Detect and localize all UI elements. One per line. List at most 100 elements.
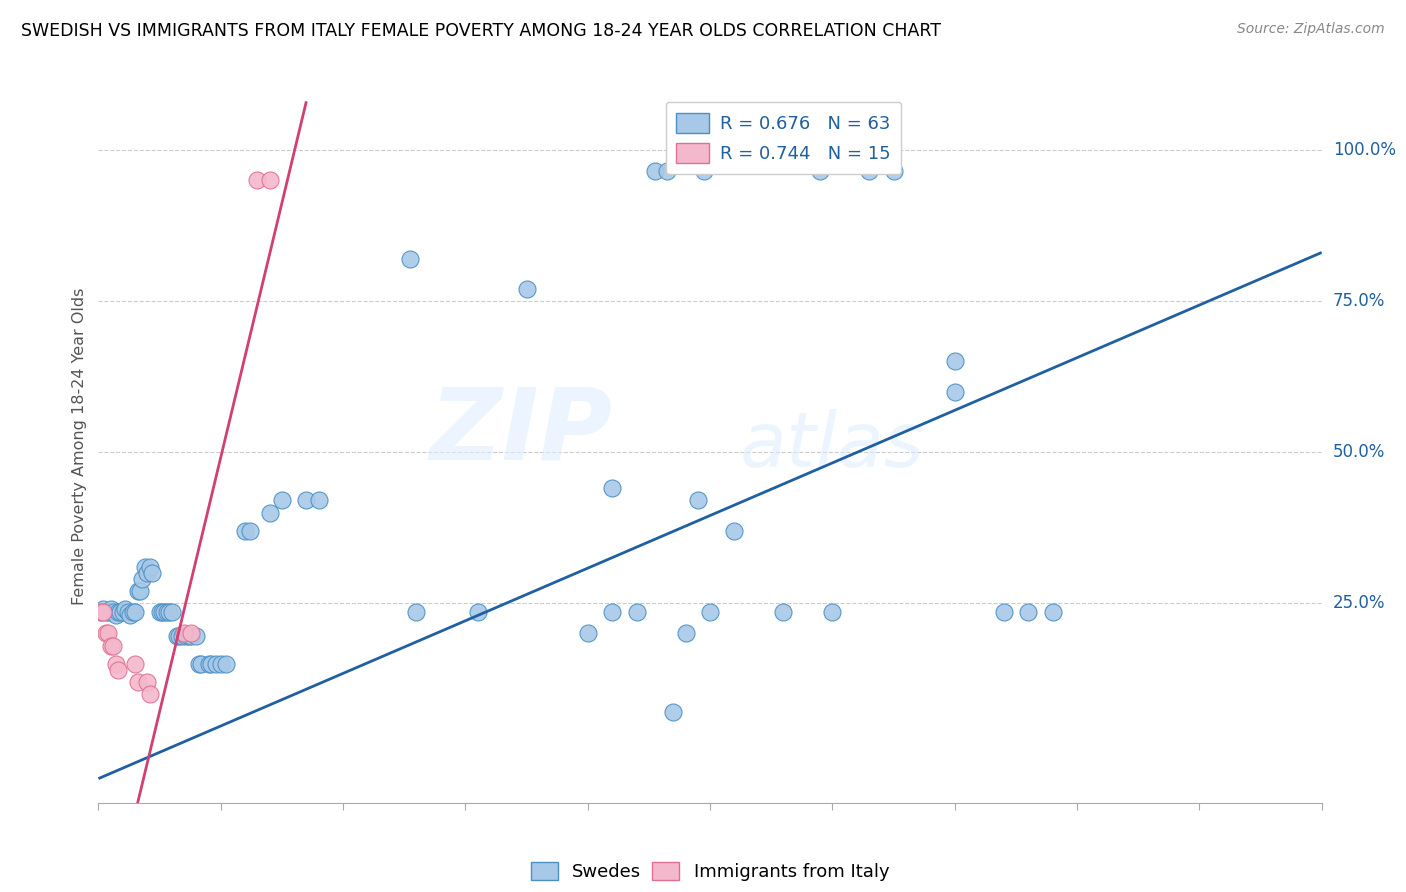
Point: [657, 164, 679, 178]
Point: [699, 605, 721, 619]
Point: [993, 605, 1015, 619]
Y-axis label: Female Poverty Among 18-24 Year Olds: Female Poverty Among 18-24 Year Olds: [72, 287, 87, 605]
Point: [399, 252, 422, 266]
Point: [94, 605, 117, 619]
Point: [97, 626, 120, 640]
Point: [723, 524, 745, 538]
Point: [134, 560, 156, 574]
Point: [180, 626, 202, 640]
Point: [97, 605, 120, 619]
Point: [190, 657, 212, 671]
Point: [127, 674, 149, 689]
Point: [246, 173, 269, 187]
Point: [1017, 605, 1039, 619]
Point: [104, 657, 127, 671]
Point: [139, 687, 162, 701]
Text: atlas: atlas: [740, 409, 925, 483]
Point: [157, 605, 180, 619]
Text: 75.0%: 75.0%: [1333, 292, 1385, 310]
Point: [239, 524, 262, 538]
Point: [150, 605, 173, 619]
Point: [101, 605, 124, 619]
Point: [90, 605, 112, 619]
Point: [883, 164, 905, 178]
Text: ZIP: ZIP: [429, 384, 612, 480]
Point: [136, 674, 159, 689]
Text: 50.0%: 50.0%: [1333, 443, 1385, 461]
Point: [100, 639, 122, 653]
Point: [101, 639, 124, 653]
Point: [858, 164, 880, 178]
Point: [121, 605, 143, 619]
Point: [214, 657, 236, 671]
Point: [114, 602, 136, 616]
Point: [136, 566, 159, 580]
Point: [515, 282, 537, 296]
Point: [107, 663, 129, 677]
Point: [90, 605, 112, 619]
Point: [110, 605, 132, 619]
Point: [209, 657, 232, 671]
Point: [467, 605, 489, 619]
Point: [576, 626, 599, 640]
Point: [233, 524, 256, 538]
Point: [180, 630, 202, 644]
Point: [94, 626, 117, 640]
Point: [117, 605, 139, 619]
Point: [176, 630, 198, 644]
Point: [129, 584, 152, 599]
Point: [626, 605, 648, 619]
Point: [141, 566, 163, 580]
Text: 25.0%: 25.0%: [1333, 594, 1385, 612]
Point: [308, 493, 330, 508]
Point: [153, 605, 176, 619]
Point: [1042, 605, 1064, 619]
Text: 100.0%: 100.0%: [1333, 141, 1396, 159]
Point: [662, 705, 685, 719]
Point: [124, 605, 146, 619]
Legend: Swedes, Immigrants from Italy: Swedes, Immigrants from Italy: [522, 853, 898, 890]
Point: [111, 605, 134, 619]
Point: [821, 605, 844, 619]
Point: [200, 657, 222, 671]
Point: [100, 602, 122, 616]
Point: [187, 657, 209, 671]
Point: [173, 626, 195, 640]
Point: [120, 608, 142, 623]
Point: [186, 630, 208, 644]
Point: [259, 506, 281, 520]
Point: [91, 605, 114, 619]
Point: [107, 605, 129, 619]
Point: [139, 560, 162, 574]
Point: [205, 657, 228, 671]
Point: [600, 605, 623, 619]
Point: [160, 605, 183, 619]
Point: [772, 605, 794, 619]
Point: [943, 354, 966, 368]
Point: [693, 164, 716, 178]
Point: [177, 630, 200, 644]
Point: [124, 657, 146, 671]
Point: [405, 605, 427, 619]
Point: [808, 164, 831, 178]
Text: SWEDISH VS IMMIGRANTS FROM ITALY FEMALE POVERTY AMONG 18-24 YEAR OLDS CORRELATIO: SWEDISH VS IMMIGRANTS FROM ITALY FEMALE …: [21, 22, 941, 40]
Point: [259, 173, 281, 187]
Point: [167, 630, 190, 644]
Point: [170, 630, 193, 644]
Point: [675, 626, 697, 640]
Point: [600, 481, 623, 495]
Point: [644, 164, 666, 178]
Point: [149, 605, 172, 619]
Point: [131, 572, 153, 586]
Point: [295, 493, 318, 508]
Point: [166, 630, 188, 644]
Point: [943, 384, 966, 399]
Point: [104, 608, 127, 623]
Point: [197, 657, 219, 671]
Point: [270, 493, 294, 508]
Text: Source: ZipAtlas.com: Source: ZipAtlas.com: [1237, 22, 1385, 37]
Point: [127, 584, 149, 599]
Point: [156, 605, 179, 619]
Point: [91, 602, 114, 616]
Point: [686, 493, 709, 508]
